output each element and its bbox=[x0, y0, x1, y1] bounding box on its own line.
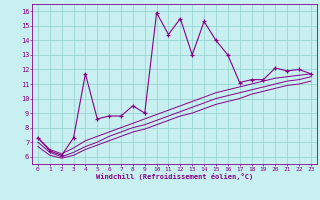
X-axis label: Windchill (Refroidissement éolien,°C): Windchill (Refroidissement éolien,°C) bbox=[96, 173, 253, 180]
